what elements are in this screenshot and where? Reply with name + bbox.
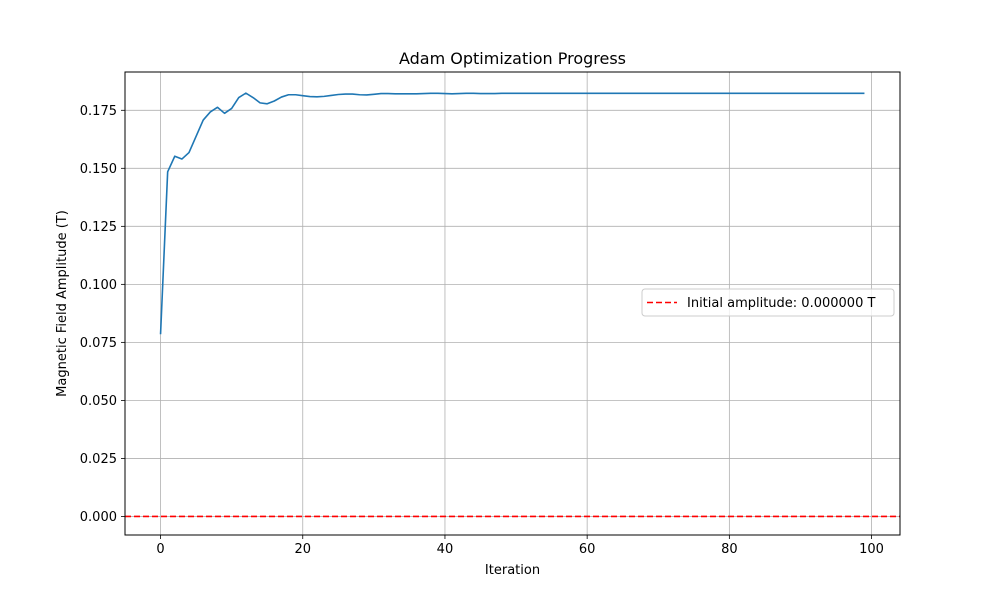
x-tick-label: 0: [156, 542, 164, 557]
legend-box: [641, 288, 895, 317]
y-tick-label: 0.100: [80, 278, 117, 293]
series-line: [159, 92, 865, 335]
y-tick-label: 0.150: [80, 162, 117, 177]
plot-frame: [124, 71, 901, 536]
x-tick-label: 40: [437, 542, 454, 557]
x-tick-label: 100: [859, 542, 884, 557]
chart-title: Adam Optimization Progress: [399, 49, 626, 68]
grid: [125, 72, 900, 535]
y-tick-label: 0.000: [80, 510, 117, 525]
x-tick-label: 60: [579, 542, 596, 557]
x-tick-label: 80: [721, 542, 738, 557]
axis-ticks: 0 20 40 60 80 100 0.000 0.025 0.050 0.075 0.100 0.1…: [80, 104, 884, 557]
y-tick-label: 0.175: [80, 104, 117, 119]
y-tick-label: 0.025: [80, 452, 117, 467]
legend-label: Initial amplitude: 0.000000 T: [687, 296, 875, 311]
y-axis-label: Magnetic Field Amplitude (T): [55, 210, 70, 397]
plot-data: [125, 92, 900, 518]
y-tick-label: 0.075: [80, 336, 117, 351]
legend: Initial amplitude: 0.000000 T: [641, 288, 895, 317]
y-tick-label: 0.125: [80, 220, 117, 235]
y-tick-label: 0.050: [80, 394, 117, 409]
x-axis-label: Iteration: [485, 563, 540, 578]
x-tick-label: 20: [294, 542, 311, 557]
